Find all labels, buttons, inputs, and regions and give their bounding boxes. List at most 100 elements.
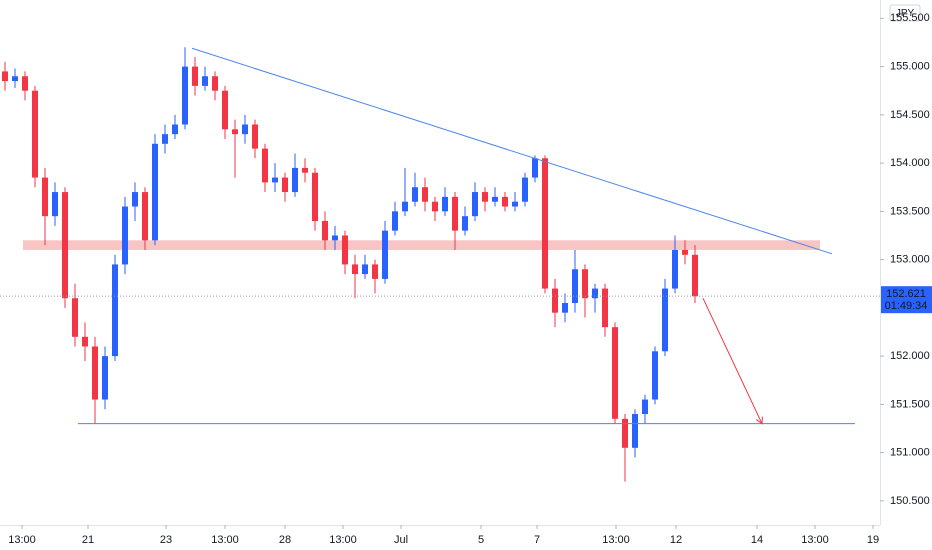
projection-arrow [702, 297, 763, 424]
candle-body [482, 192, 488, 202]
y-tick-label: 154.000 [890, 157, 930, 169]
candle-body [582, 269, 588, 299]
candle-body [412, 187, 418, 202]
candle-body [602, 288, 608, 328]
candle-body [72, 298, 78, 337]
candle-body [242, 124, 248, 135]
candle-body [62, 192, 68, 299]
candle-body [142, 192, 148, 241]
candle-body [532, 158, 538, 178]
candle-body [32, 90, 38, 178]
candle-body [622, 418, 628, 448]
candle-body [102, 356, 108, 400]
candle-body [322, 221, 328, 241]
candle-body [52, 192, 58, 217]
candle-body [12, 76, 18, 82]
candle-body [332, 235, 338, 241]
candle-body [252, 124, 258, 149]
x-tick-label: 14 [751, 534, 763, 546]
y-tick-label: 152.000 [890, 350, 930, 362]
x-tick-label: 13:00 [211, 534, 239, 546]
candle-body [362, 264, 368, 275]
x-tick-label: 13:00 [329, 534, 357, 546]
candle-body [692, 254, 698, 297]
y-tick-label: 155.000 [890, 60, 930, 72]
resistance-zone [23, 240, 820, 250]
candle-body [542, 158, 548, 289]
candle-body [292, 167, 298, 193]
candle-body [572, 269, 578, 304]
candle-body [352, 264, 358, 275]
y-tick-label: 151.000 [890, 447, 930, 459]
y-tick-label: 151.500 [890, 398, 930, 410]
y-tick-label: 153.500 [890, 205, 930, 217]
candle-body [172, 124, 178, 135]
candle-body [472, 192, 478, 217]
candle-body [452, 196, 458, 231]
trendline [191, 47, 833, 255]
candle-body [682, 249, 688, 255]
candle-body [232, 129, 238, 135]
candle-body [42, 177, 48, 217]
candle-body [22, 76, 28, 91]
currency[interactable]: JPY [896, 8, 915, 19]
candle-body [342, 235, 348, 265]
candle-body [162, 134, 168, 144]
x-tick-label: Jul [394, 534, 408, 546]
x-tick-label: 5 [478, 534, 484, 546]
x-tick-label: 13:00 [801, 534, 829, 546]
last-price-box [881, 286, 932, 314]
candle-body [502, 196, 508, 207]
candle-body [82, 336, 88, 347]
x-tick-label: 7 [534, 534, 540, 546]
candle-body [562, 303, 568, 313]
candle-body [512, 201, 518, 207]
candle-body [642, 399, 648, 415]
candle-body [592, 288, 598, 299]
candle-body [132, 192, 138, 207]
candle-body [192, 66, 198, 86]
y-tick-label: 150.500 [890, 495, 930, 507]
arrow-head [756, 416, 763, 425]
candle-body [122, 206, 128, 265]
x-tick-label: 28 [279, 534, 291, 546]
x-tick-label: 13:00 [8, 534, 36, 546]
candle-body [302, 167, 308, 173]
x-tick-label: 12 [670, 534, 682, 546]
candle-body [312, 172, 318, 222]
candle-body [552, 288, 558, 313]
countdown: 01:49:34 [885, 300, 928, 312]
candle-body [152, 143, 158, 241]
candle-body [632, 414, 638, 448]
candle-body [282, 177, 288, 193]
candle-body [432, 201, 438, 212]
x-tick-label: 21 [82, 534, 94, 546]
candle-body [2, 71, 8, 82]
candle-body [522, 177, 528, 202]
candle-body [272, 177, 278, 183]
candle-body [392, 211, 398, 231]
candle-body [662, 288, 668, 352]
candle-body [652, 351, 658, 400]
candle-body [442, 196, 448, 212]
x-tick-label: 23 [160, 534, 172, 546]
candle-body [382, 230, 388, 279]
candle-body [612, 327, 618, 419]
candle-body [222, 90, 228, 130]
candle-body [492, 196, 498, 202]
candle-body [202, 76, 208, 86]
x-tick-label: 13:00 [602, 534, 630, 546]
candle-body [422, 187, 428, 202]
candle-body [462, 216, 468, 231]
candle-body [372, 264, 378, 279]
y-tick-label: 155.500 [890, 12, 930, 24]
candle-body [212, 76, 218, 91]
last-price-label: 152.621 [886, 288, 926, 300]
currency-box[interactable] [889, 4, 921, 22]
y-tick-label: 154.500 [890, 109, 930, 121]
candle-body [112, 264, 118, 357]
candle-body [672, 249, 678, 289]
candle-body [182, 66, 188, 125]
